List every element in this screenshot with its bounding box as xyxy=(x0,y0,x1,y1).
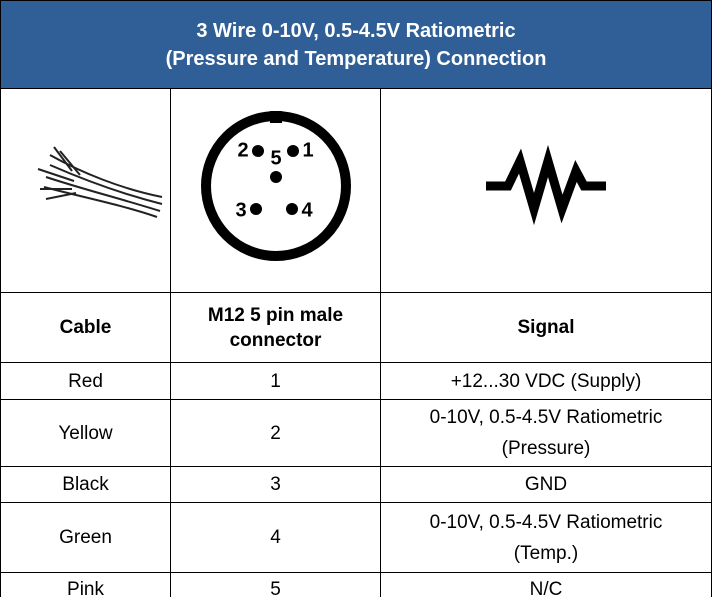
pin-cell: 1 xyxy=(171,363,381,400)
signal-cell: 0-10V, 0.5-4.5V Ratiometric (Temp.) xyxy=(381,503,712,573)
connection-table: 3 Wire 0-10V, 0.5-4.5V Ratiometric (Press… xyxy=(0,0,712,597)
cable-cell: Pink xyxy=(1,573,171,597)
pin-label: 3 xyxy=(235,199,246,221)
image-row: 1 2 3 4 5 xyxy=(1,89,712,293)
signal-cell: 0-10V, 0.5-4.5V Ratiometric (Pressure) xyxy=(381,400,712,467)
pin-label: 4 xyxy=(301,199,313,221)
title: 3 Wire 0-10V, 0.5-4.5V Ratiometric (Press… xyxy=(1,1,712,89)
column-header: Signal xyxy=(381,293,712,363)
pin-label: 5 xyxy=(270,147,281,169)
resistor-icon xyxy=(382,89,711,282)
signal-cell: +12...30 VDC (Supply) xyxy=(381,363,712,400)
cable-icon xyxy=(2,89,170,282)
pin-label: 2 xyxy=(237,139,248,161)
title-row: 3 Wire 0-10V, 0.5-4.5V Ratiometric (Press… xyxy=(1,1,712,89)
connector-icon: 1 2 3 4 5 xyxy=(172,89,380,282)
title-line: 3 Wire 0-10V, 0.5-4.5V Ratiometric xyxy=(196,20,515,42)
cable-icon-cell xyxy=(1,89,171,293)
column-header-row: Cable M12 5 pin male connector Signal xyxy=(1,293,712,363)
pin-cell: 3 xyxy=(171,467,381,503)
pin-cell: 2 xyxy=(171,400,381,467)
connector-icon-cell: 1 2 3 4 5 xyxy=(171,89,381,293)
pin-cell: 4 xyxy=(171,503,381,573)
signal-cell: GND xyxy=(381,467,712,503)
pin-label: 1 xyxy=(302,139,313,161)
column-header: Cable xyxy=(1,293,171,363)
column-header: M12 5 pin male connector xyxy=(171,293,381,363)
cable-cell: Green xyxy=(1,503,171,573)
signal-cell: N/C xyxy=(381,573,712,597)
cable-cell: Yellow xyxy=(1,400,171,467)
resistor-icon-cell xyxy=(381,89,712,293)
cable-cell: Red xyxy=(1,363,171,400)
pin-cell: 5 xyxy=(171,573,381,597)
cable-cell: Black xyxy=(1,467,171,503)
page: 3 Wire 0-10V, 0.5-4.5V Ratiometric (Press… xyxy=(0,0,712,597)
title-line: (Pressure and Temperature) Connection xyxy=(166,48,547,70)
